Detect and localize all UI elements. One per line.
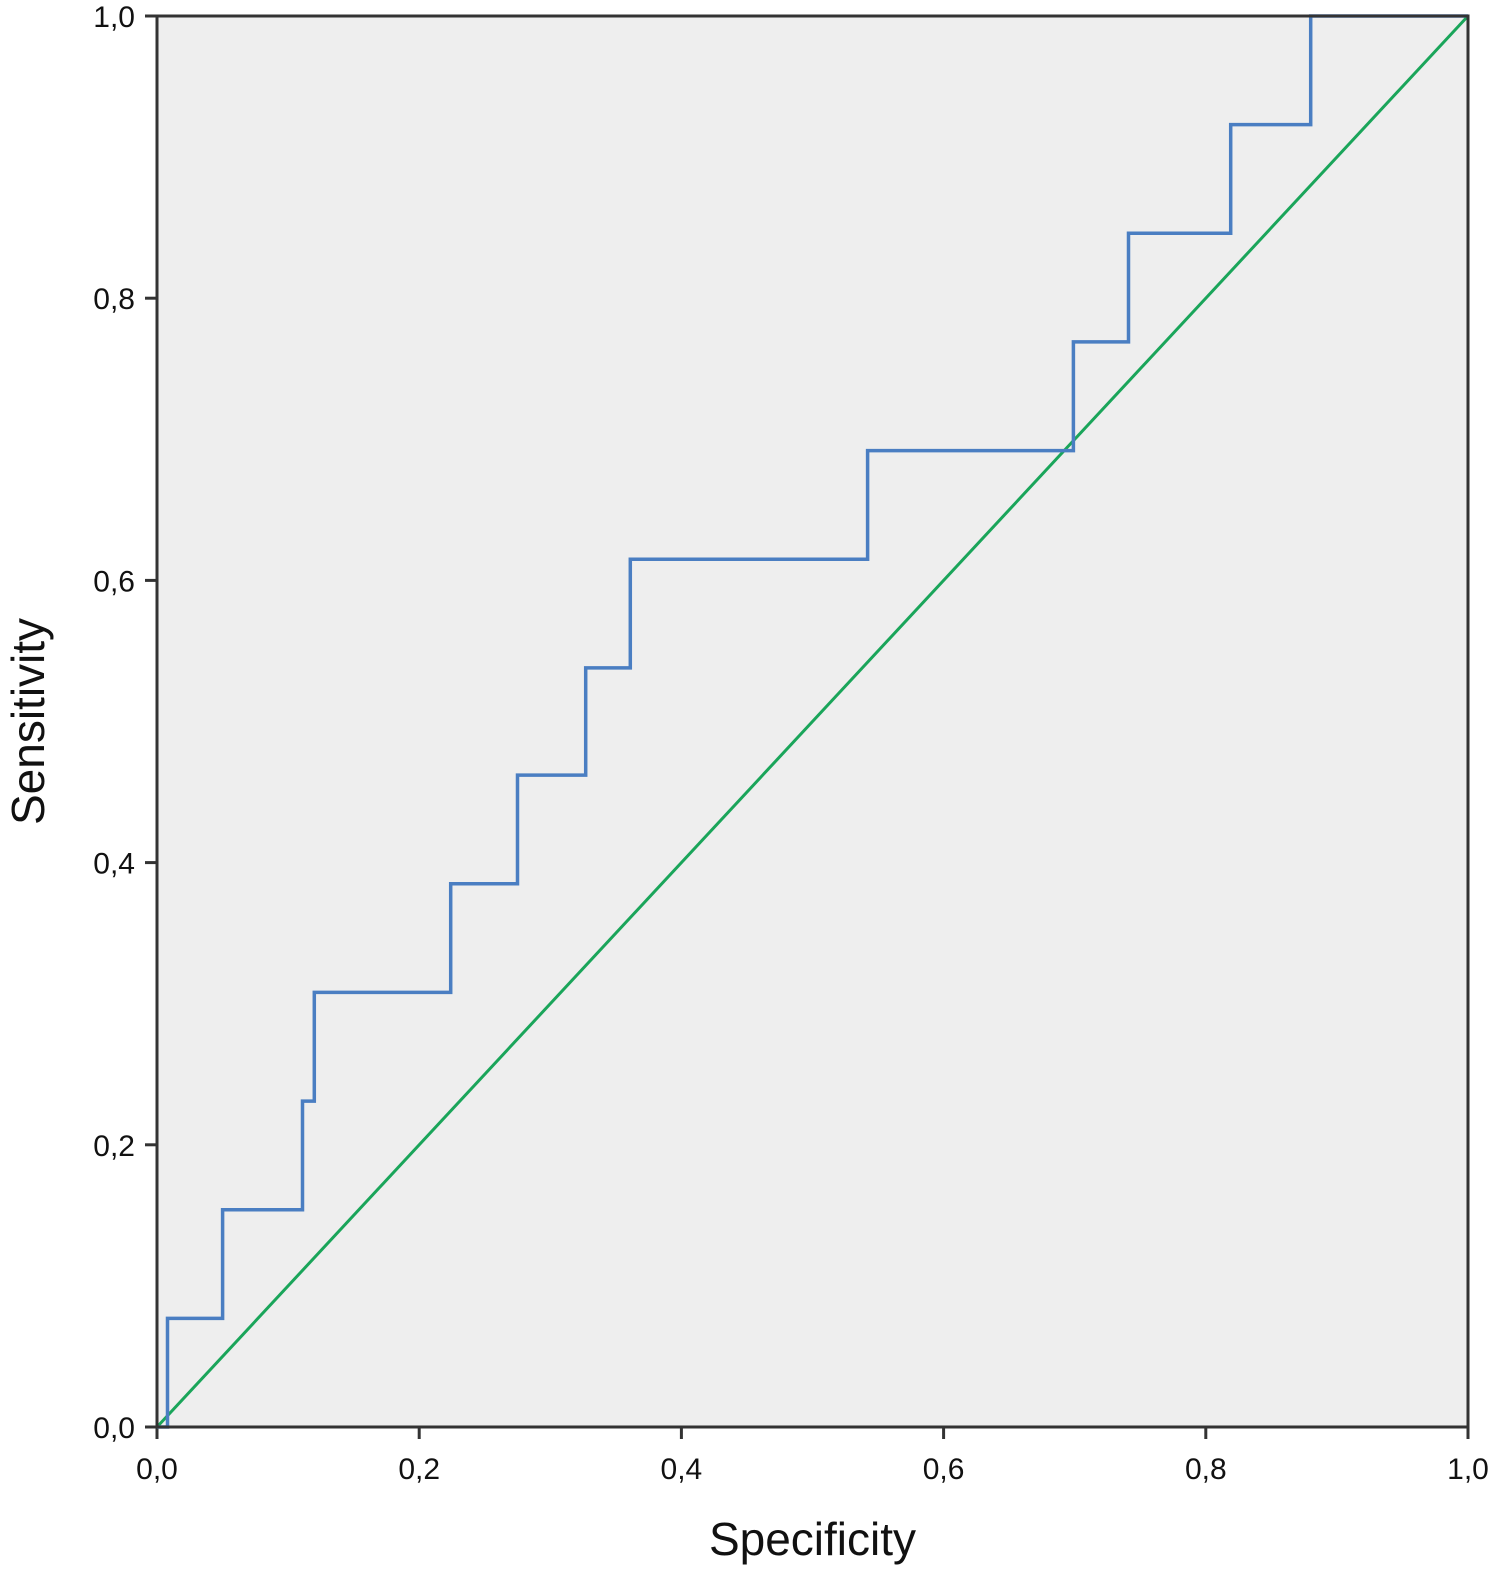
y-tick-label: 0,4 bbox=[93, 848, 135, 881]
x-tick-label: 0,8 bbox=[1185, 1453, 1227, 1486]
x-tick-label: 0,6 bbox=[923, 1453, 965, 1486]
y-tick-label: 0,8 bbox=[93, 283, 135, 316]
x-tick-label: 0,0 bbox=[136, 1453, 178, 1486]
y-tick-label: 0,0 bbox=[93, 1412, 135, 1445]
plot-frame bbox=[155, 14, 1470, 1429]
x-tick-label: 0,2 bbox=[398, 1453, 440, 1486]
y-tick-label: 0,2 bbox=[93, 1130, 135, 1163]
y-tick-label: 1,0 bbox=[93, 1, 135, 34]
x-tick-label: 0,4 bbox=[661, 1453, 703, 1486]
axis-ticks: 0,0 0,2 0,4 0,6 0,8 1,0 0,0 0,2 0,4 0,6 0,8 1,0 bbox=[93, 1, 1489, 1486]
roc-curve-line bbox=[157, 14, 1468, 1429]
x-axis-title: Specificity bbox=[709, 1513, 916, 1565]
reference-line bbox=[155, 14, 1470, 1429]
y-tick-label: 0,6 bbox=[93, 565, 135, 598]
y-axis-title: Sensitivity bbox=[2, 618, 54, 825]
x-tick-label: 1,0 bbox=[1447, 1453, 1489, 1486]
